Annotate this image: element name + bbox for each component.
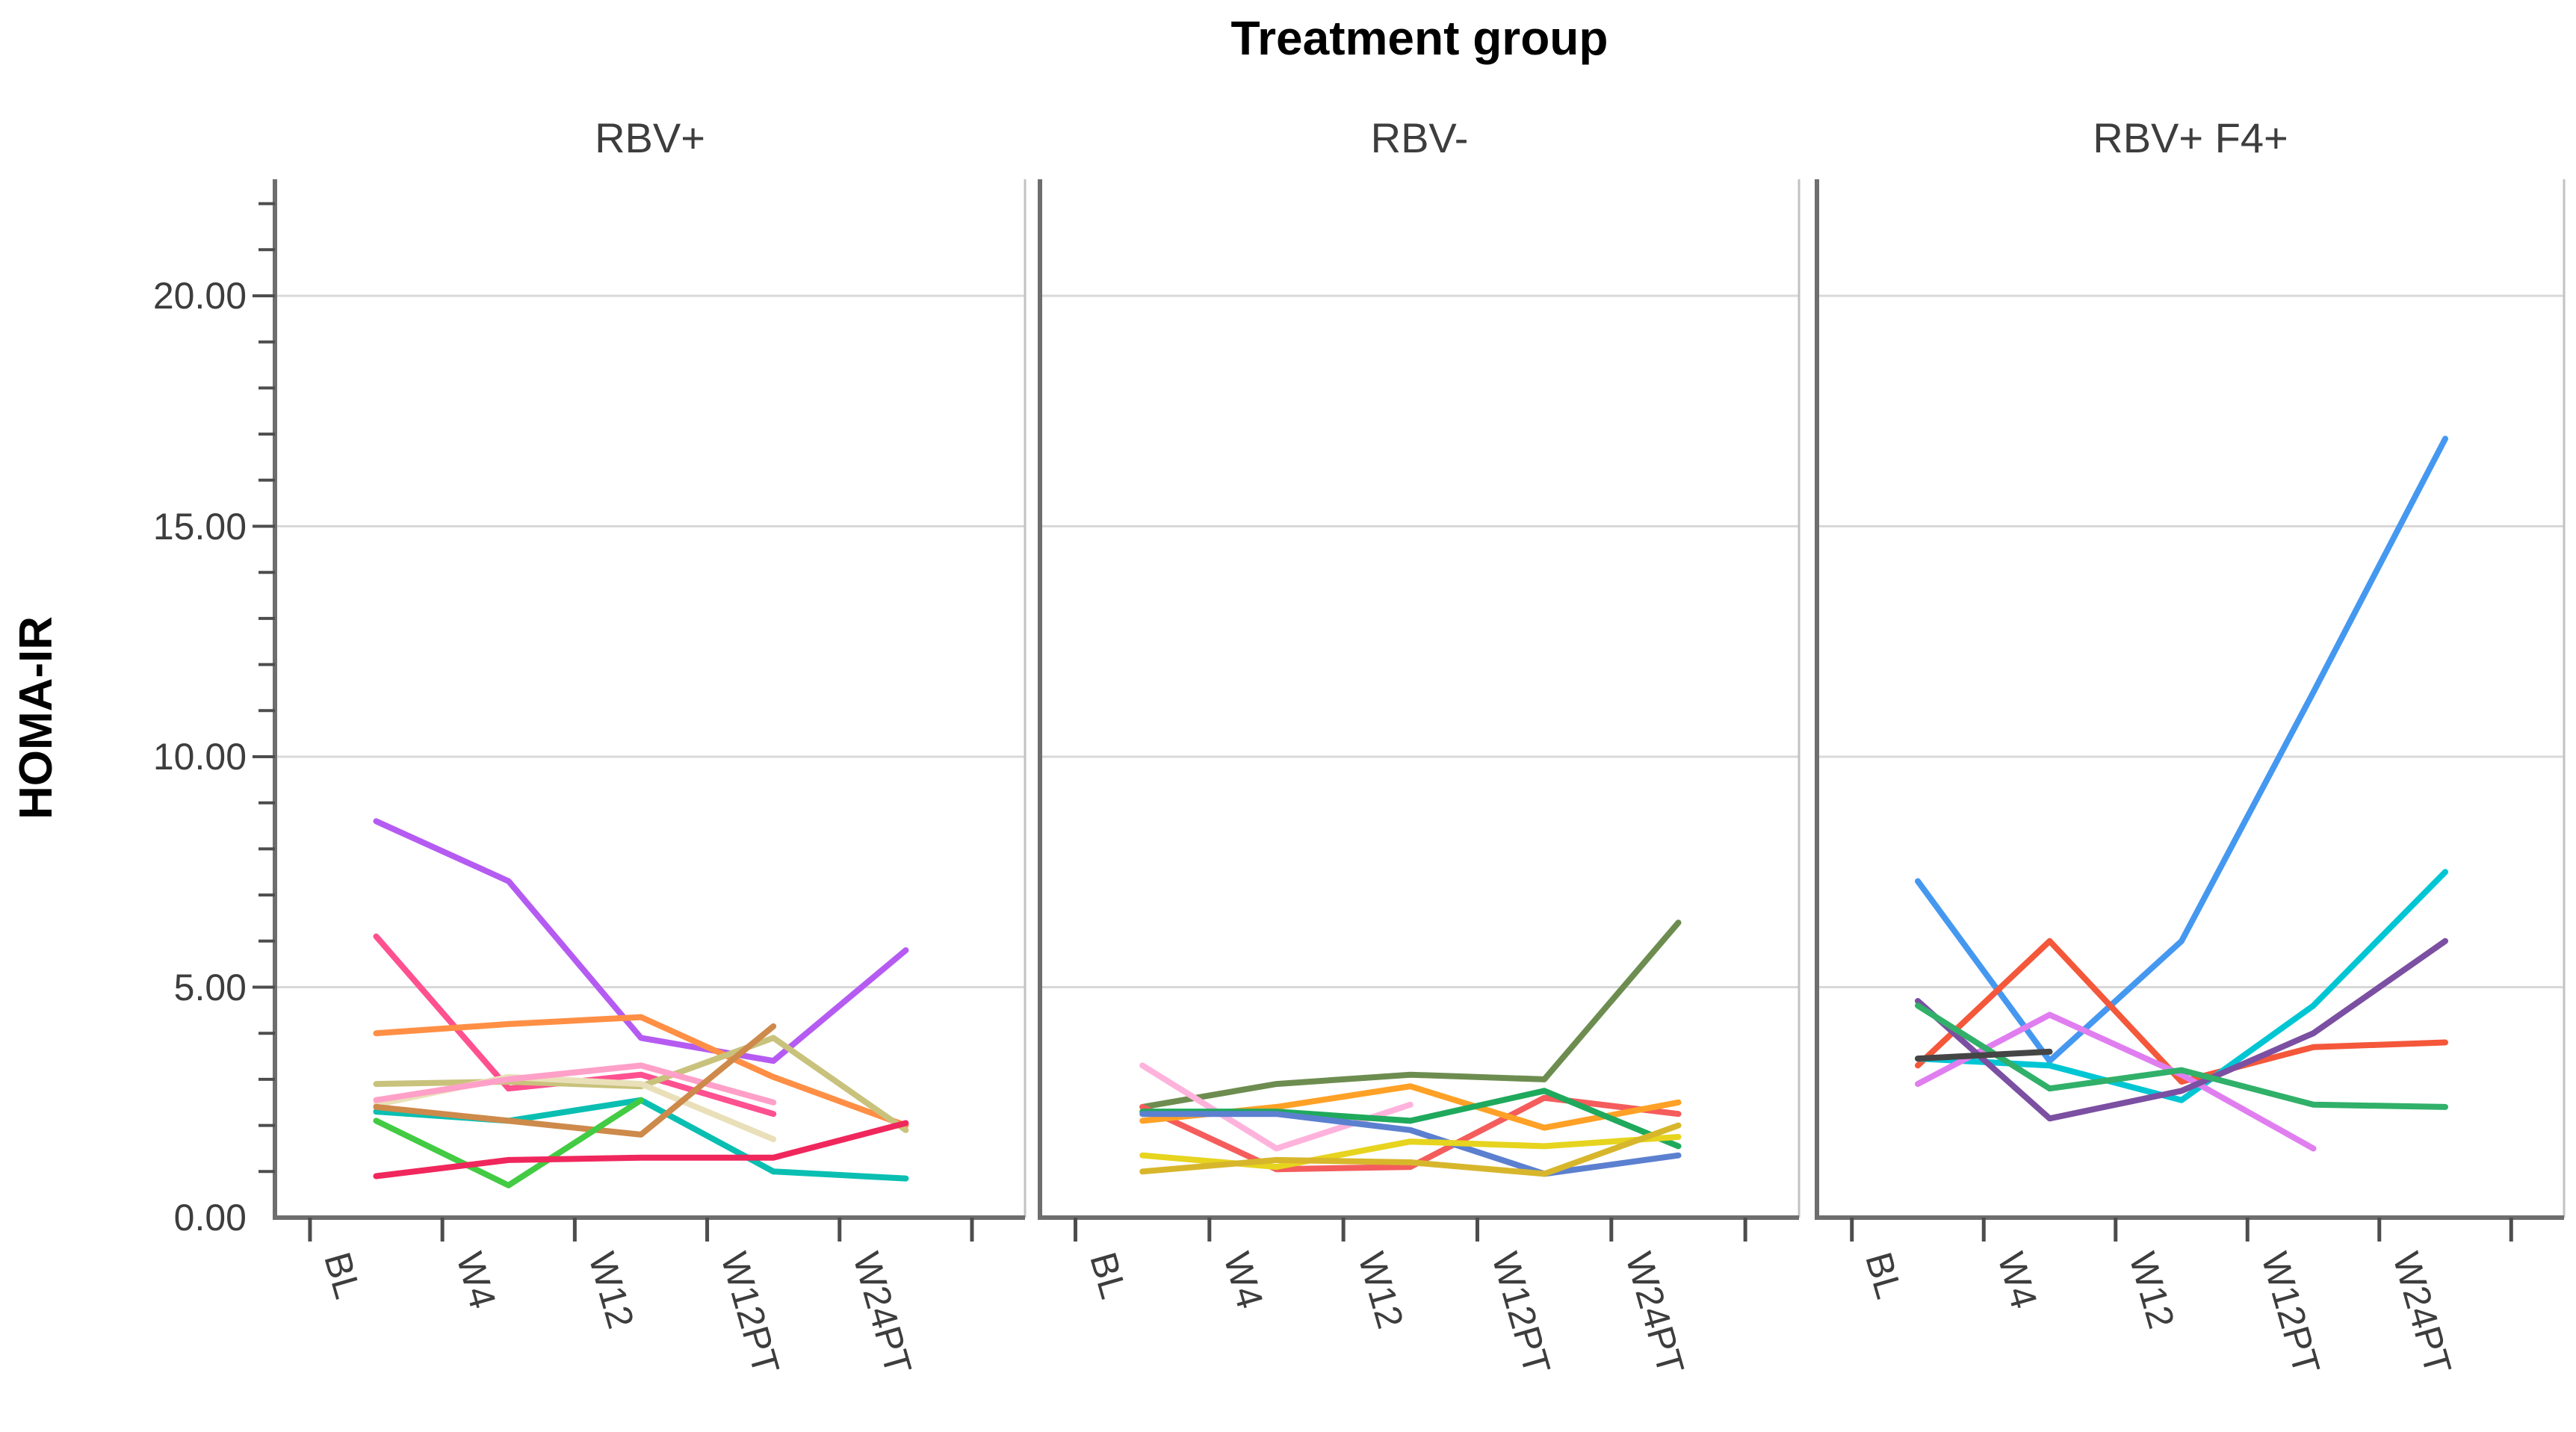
panel-header-2: RBV- (1370, 114, 1469, 161)
y-tick-label: 0.00 (173, 1197, 247, 1239)
data-line-rbvplus-patient-8 (373, 1023, 777, 1138)
data-line-rbvf4-patient-6 (1915, 1002, 2448, 1110)
data-line-rbvminus-patient-6 (1139, 1111, 1682, 1177)
y-tick-label: 15.00 (152, 505, 247, 548)
data-line-rbvf4-patient-5 (1915, 937, 2448, 1122)
data-line-rbvplus-patient-1 (373, 818, 909, 1064)
data-line-rbvminus-patient-3 (1139, 1094, 1682, 1173)
panel-header-3: RBV+ F4+ (2093, 114, 2288, 161)
y-tick-label: 20.00 (152, 275, 247, 317)
data-line-rbvminus-patient-1 (1139, 920, 1682, 1110)
y-tick-label: 5.00 (173, 966, 247, 1008)
data-line-rbvf4-patient-7 (1915, 1048, 2053, 1062)
data-line-rbvplus-patient-9 (373, 1097, 644, 1188)
data-line-rbvplus-patient-10 (373, 1120, 909, 1180)
data-line-rbvf4-patient-1 (1915, 436, 2448, 1064)
data-line-rbvf4-patient-2 (1915, 937, 2448, 1085)
y-tick-label: 10.00 (152, 736, 247, 778)
panel-header-1: RBV+ (595, 114, 705, 161)
data-line-rbvminus-patient-8 (1139, 1122, 1682, 1177)
data-line-rbvplus-patient-3 (373, 1014, 909, 1129)
chart-title: Treatment group (1230, 11, 1609, 65)
